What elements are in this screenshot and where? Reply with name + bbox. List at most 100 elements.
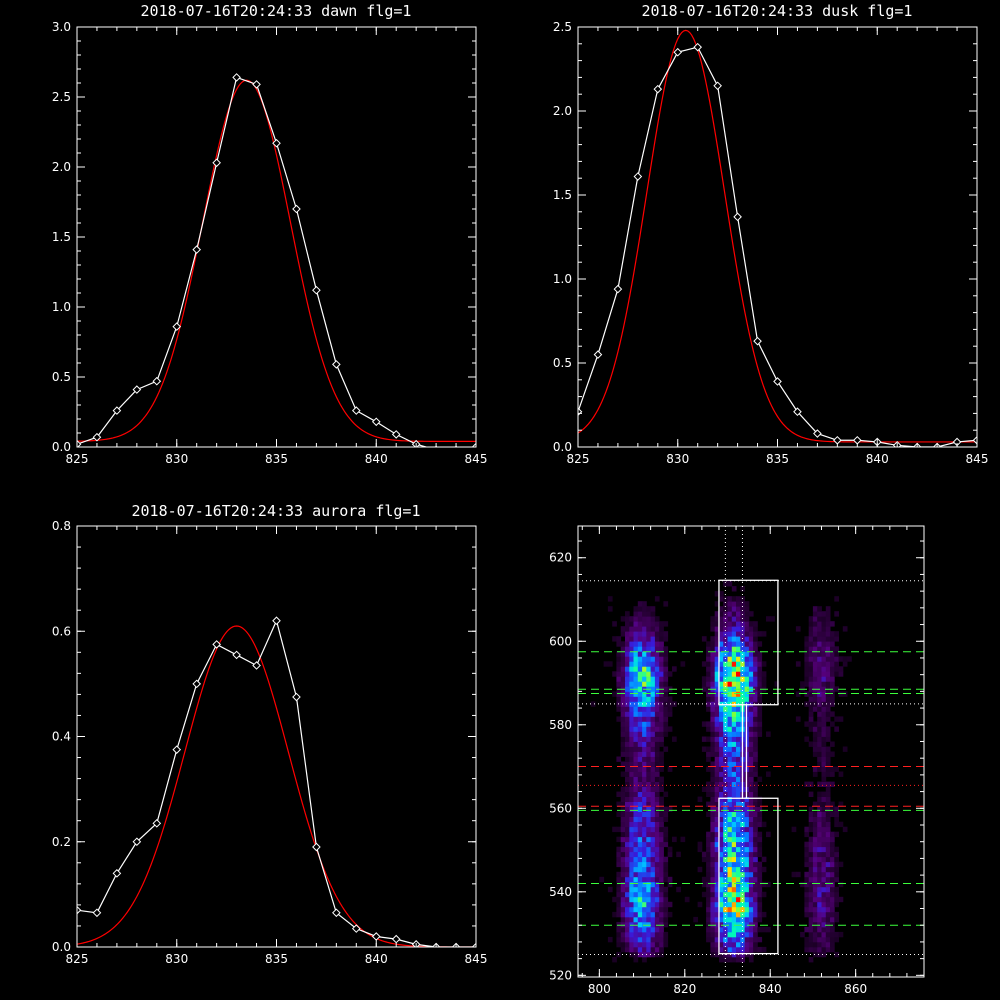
image-pixel <box>812 921 818 928</box>
image-pixel <box>663 731 669 737</box>
image-pixel <box>706 696 711 702</box>
image-pixel <box>723 696 728 702</box>
image-pixel <box>706 886 711 893</box>
image-pixel <box>825 636 831 642</box>
image-pixel <box>714 876 720 883</box>
image-pixel <box>753 721 758 727</box>
image-pixel <box>706 891 711 898</box>
image-pixel <box>637 836 643 843</box>
image-pixel <box>731 596 737 602</box>
image-pixel <box>616 941 622 948</box>
dusk-data-point <box>713 81 722 91</box>
dawn-data-point <box>351 406 361 415</box>
image-pixel <box>817 841 822 848</box>
image-pixel <box>663 911 669 918</box>
image-pixel <box>731 946 737 953</box>
image-pixel <box>714 591 720 597</box>
image-pixel <box>672 666 677 672</box>
image-pixel <box>740 601 745 607</box>
image-pixel <box>642 771 647 777</box>
image-pixel <box>650 651 656 657</box>
image-pixel <box>650 791 656 797</box>
aurora-data-point <box>471 942 476 947</box>
image-pixel <box>637 816 643 822</box>
image-pixel <box>753 926 758 933</box>
image-pixel <box>804 671 810 677</box>
image-pixel <box>654 846 660 853</box>
image-pixel <box>667 846 673 853</box>
image-pixel <box>663 711 669 717</box>
image-pixel <box>714 621 720 627</box>
image-pixel <box>625 686 630 692</box>
image-pixel <box>821 826 827 833</box>
image-pixel <box>740 957 745 963</box>
image-pixel <box>731 656 737 662</box>
image-pixel <box>642 701 647 707</box>
image-pixel <box>714 901 720 908</box>
image-pixel <box>710 871 716 878</box>
image-pixel <box>740 646 745 652</box>
image-pixel <box>642 731 647 737</box>
image-pixel <box>817 906 822 913</box>
image-pixel <box>825 756 831 762</box>
image-pixel <box>740 666 745 672</box>
image-pixel <box>753 726 758 732</box>
image-pixel <box>723 606 728 612</box>
image-pixel <box>710 911 716 918</box>
image-pixel <box>736 776 741 782</box>
image-pixel <box>714 761 720 767</box>
image-pixel <box>808 946 814 953</box>
image-pixel <box>817 926 822 933</box>
image-pixel <box>748 726 754 732</box>
image-pixel <box>736 636 741 642</box>
image-pixel <box>812 661 818 667</box>
dusk-y-tick-label: 2.0 <box>553 104 572 118</box>
image-pixel <box>710 666 716 672</box>
image-pixel <box>817 826 822 833</box>
image-pixel <box>620 926 626 933</box>
image-pixel <box>620 761 626 767</box>
image-pixel <box>676 851 681 858</box>
image-pixel <box>654 891 660 898</box>
image-pixel <box>748 826 754 833</box>
image-pixel <box>625 866 630 873</box>
image-pixel <box>753 691 758 697</box>
image-pixel <box>633 861 639 868</box>
image-pixel <box>817 876 822 883</box>
image-pixel <box>710 941 716 948</box>
image-pixel <box>663 706 669 712</box>
image-pixel <box>706 856 711 863</box>
image-pixel <box>620 941 626 948</box>
image-pixel <box>659 856 664 863</box>
image-pixel <box>753 886 758 893</box>
image-pixel <box>817 691 822 697</box>
image-pixel <box>731 876 737 883</box>
image-pixel <box>727 926 733 933</box>
image-pixel <box>633 916 639 923</box>
image-pixel <box>620 886 626 893</box>
image-pixel <box>723 761 728 767</box>
image-pixel <box>731 936 737 943</box>
image-pixel <box>744 661 750 667</box>
image-pixel <box>825 751 831 757</box>
image-pixel <box>642 801 647 807</box>
image-pixel <box>817 636 822 642</box>
image-pixel <box>701 746 707 752</box>
dusk-title: 2018-07-16T20:24:33 dusk flg=1 <box>642 2 913 20</box>
image-pixel <box>616 891 622 898</box>
image-pixel <box>757 671 763 677</box>
image-pixel <box>620 786 626 792</box>
image-pixel <box>659 731 664 737</box>
image-pixel <box>620 681 626 687</box>
image-pixel <box>616 886 622 893</box>
image-pixel <box>744 881 750 888</box>
image-pixel <box>821 881 827 888</box>
image-pixel <box>714 721 720 727</box>
image-pixel <box>821 821 827 828</box>
image-pixel <box>727 931 733 938</box>
image-pixel <box>629 791 634 797</box>
image-pixel <box>812 696 818 702</box>
image-pixel <box>607 936 613 943</box>
image-pixel <box>629 626 634 632</box>
image-pixel <box>723 626 728 632</box>
